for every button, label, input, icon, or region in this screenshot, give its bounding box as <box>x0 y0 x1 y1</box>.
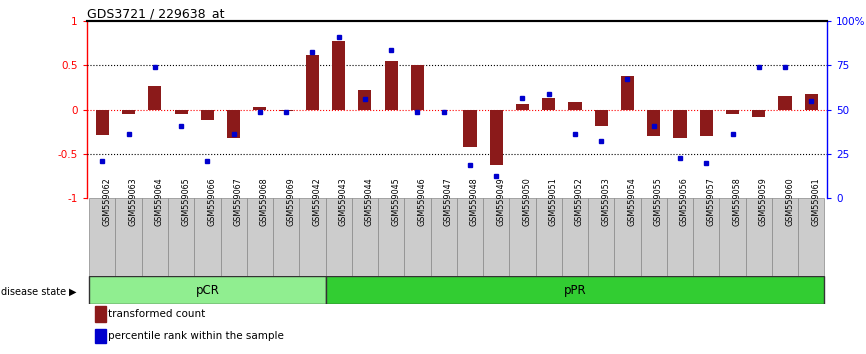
Bar <box>148 86 161 110</box>
Text: GSM559045: GSM559045 <box>391 177 400 226</box>
Text: GSM559055: GSM559055 <box>654 177 662 226</box>
Bar <box>647 110 660 136</box>
Bar <box>463 110 476 147</box>
Bar <box>595 110 608 126</box>
Bar <box>746 198 772 276</box>
Text: GSM559065: GSM559065 <box>181 177 191 226</box>
Bar <box>201 110 214 120</box>
Bar <box>385 61 397 110</box>
Bar <box>378 198 404 276</box>
Bar <box>359 90 372 110</box>
Text: GSM559050: GSM559050 <box>522 177 532 226</box>
Bar <box>568 102 582 110</box>
Bar <box>614 198 641 276</box>
Text: GSM559057: GSM559057 <box>707 177 715 226</box>
Bar <box>674 110 687 138</box>
Bar <box>700 110 713 136</box>
Bar <box>352 198 378 276</box>
Bar <box>489 110 503 165</box>
Text: GSM559067: GSM559067 <box>234 177 242 226</box>
Bar <box>798 198 824 276</box>
Text: GSM559043: GSM559043 <box>339 177 347 225</box>
Bar <box>221 198 247 276</box>
Bar <box>89 276 326 304</box>
Bar <box>404 198 430 276</box>
Bar <box>326 276 824 304</box>
Bar <box>332 41 346 110</box>
Bar <box>410 65 424 110</box>
Bar <box>457 198 483 276</box>
Bar <box>535 198 562 276</box>
Text: percentile rank within the sample: percentile rank within the sample <box>108 331 284 341</box>
Bar <box>89 198 115 276</box>
Text: pCR: pCR <box>196 284 219 297</box>
Text: GDS3721 / 229638_at: GDS3721 / 229638_at <box>87 7 224 20</box>
Text: GSM559048: GSM559048 <box>470 177 479 225</box>
Text: GSM559052: GSM559052 <box>575 177 584 226</box>
Bar <box>175 110 188 114</box>
Bar <box>805 94 818 110</box>
Bar <box>115 198 142 276</box>
Bar <box>667 198 693 276</box>
Bar <box>779 97 792 110</box>
Text: ▶: ▶ <box>68 287 76 297</box>
Text: GSM559059: GSM559059 <box>759 177 768 226</box>
Text: GSM559066: GSM559066 <box>207 177 216 225</box>
Bar <box>588 198 614 276</box>
Bar <box>726 110 739 114</box>
Bar <box>562 198 588 276</box>
Bar <box>142 198 168 276</box>
Text: GSM559058: GSM559058 <box>733 177 741 226</box>
Text: GSM559068: GSM559068 <box>260 177 268 225</box>
Bar <box>168 198 194 276</box>
Text: GSM559044: GSM559044 <box>365 177 374 225</box>
Bar <box>772 198 798 276</box>
Bar <box>483 198 509 276</box>
Bar <box>300 198 326 276</box>
Text: GSM559051: GSM559051 <box>549 177 558 226</box>
Bar <box>254 107 267 110</box>
Bar <box>306 55 319 110</box>
Text: GSM559069: GSM559069 <box>286 177 295 226</box>
Bar <box>273 198 300 276</box>
Bar <box>194 198 221 276</box>
Text: GSM559049: GSM559049 <box>496 177 505 226</box>
Bar <box>509 198 535 276</box>
Bar <box>693 198 720 276</box>
Text: GSM559064: GSM559064 <box>155 177 164 225</box>
Text: GSM559054: GSM559054 <box>628 177 637 226</box>
Bar <box>516 104 529 110</box>
Text: GSM559053: GSM559053 <box>601 177 611 226</box>
Bar <box>753 110 766 117</box>
Bar <box>720 198 746 276</box>
Bar <box>227 110 240 138</box>
Text: GSM559047: GSM559047 <box>443 177 453 226</box>
Bar <box>641 198 667 276</box>
Bar <box>122 110 135 114</box>
Text: GSM559046: GSM559046 <box>417 177 426 225</box>
Text: disease state: disease state <box>1 287 66 297</box>
Text: GSM559056: GSM559056 <box>680 177 689 226</box>
Text: GSM559042: GSM559042 <box>313 177 321 226</box>
Bar <box>326 198 352 276</box>
Text: GSM559062: GSM559062 <box>102 177 112 226</box>
Text: pPR: pPR <box>564 284 586 297</box>
Bar <box>542 98 555 110</box>
Bar <box>247 198 273 276</box>
Bar <box>621 76 634 110</box>
Text: GSM559061: GSM559061 <box>811 177 820 225</box>
Text: GSM559063: GSM559063 <box>129 177 138 225</box>
Bar <box>430 198 457 276</box>
Text: transformed count: transformed count <box>108 309 205 319</box>
Text: GSM559060: GSM559060 <box>785 177 794 225</box>
Bar <box>96 110 109 135</box>
